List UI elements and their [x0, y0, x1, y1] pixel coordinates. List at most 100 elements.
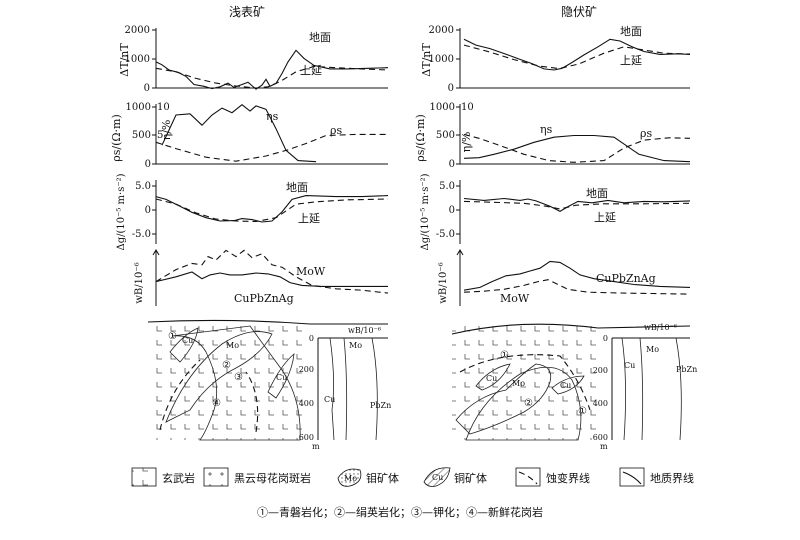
mag-right-upward-line — [463, 44, 691, 70]
grav-tick: 5.0 — [439, 181, 455, 192]
section-units: wB/10⁻⁶ — [348, 326, 381, 335]
depth-tick: 200 — [299, 365, 314, 374]
depth-tick: 0 — [603, 334, 608, 343]
section-left: Mo Cu Cu ① ② ③ ④ wB/10⁻⁶ 0 200 400 600 m… — [147, 319, 391, 451]
legend-mo-swatch — [337, 468, 362, 487]
depth-tick: 0 — [309, 334, 314, 343]
alteration-boundary — [159, 359, 201, 431]
profile-label: Cu — [324, 395, 335, 404]
legend-cu-label: 铜矿体 — [454, 471, 487, 485]
basalt-fill — [148, 322, 306, 440]
grav-ylabel: Δg/(10⁻⁵ m·s⁻²) — [116, 173, 127, 250]
elec-right-eta-line — [463, 134, 691, 163]
grav-tick: -5.0 — [436, 229, 455, 240]
section-ore-label: Cu — [560, 381, 571, 390]
elec-tick: 500 — [436, 130, 455, 141]
grav-tick: 5.0 — [135, 181, 151, 192]
depth-tick: 600 — [593, 433, 608, 442]
elec-tick2: 10 — [157, 102, 170, 113]
legend-basalt-swatch — [131, 467, 157, 487]
title-left: 浅表矿 — [229, 5, 265, 19]
legend-mo-sample: Mo — [344, 474, 357, 483]
elec-tick: 1000 — [430, 102, 455, 113]
mag-left-ground-label: 地面 — [309, 31, 331, 44]
elec-tick2: 10 — [461, 102, 474, 113]
profile-label: Cu — [624, 361, 635, 370]
elec-left-eta-line — [161, 103, 317, 163]
elec-right-rho-line — [463, 133, 691, 163]
legend-granite-swatch — [203, 467, 229, 487]
mag-ylabel: ΔT/nT — [118, 43, 131, 77]
mag-tick: 0 — [144, 83, 150, 94]
geochem-panel-left: wB/10⁻⁶ MoW CuPbZnAg — [134, 249, 389, 306]
depth-tick: 400 — [299, 399, 314, 408]
elec-left-rho-label: ρs — [330, 124, 342, 137]
section-ore-label: Cu — [276, 373, 287, 382]
depth-unit: m — [312, 442, 320, 451]
depth-tick: 600 — [299, 433, 314, 442]
profile-mo — [343, 337, 348, 441]
mo-ore-body — [455, 363, 552, 435]
mag-right-upward-label: 上延 — [620, 54, 642, 67]
ground-surface — [451, 323, 691, 335]
legend-geology-label: 地质界线 — [650, 471, 694, 485]
elec-ylabel: ρs/(Ω·m) — [414, 114, 427, 161]
alteration-boundary — [245, 371, 259, 433]
legend-geology-box — [619, 467, 645, 487]
elec-tick: 0 — [449, 159, 455, 170]
zone-label: ④ — [212, 398, 221, 409]
zone-label: ② — [222, 360, 231, 371]
elec-tick: 500 — [132, 130, 151, 141]
zone-label: ① — [168, 331, 177, 342]
mag-tick: 1000 — [125, 54, 150, 65]
elec-tick: 0 — [145, 159, 151, 170]
mag-left-upward-line — [155, 65, 389, 89]
grav-left-upward-label: 上延 — [298, 212, 320, 225]
profile-label: PbZn — [676, 365, 697, 374]
elec-ylabel2: η/% — [160, 120, 173, 141]
mag-left-ground-line — [155, 49, 389, 90]
cu-ore-body — [475, 363, 511, 391]
legend-cu-sample: Cu — [432, 473, 443, 482]
legend-mo-label: 钼矿体 — [366, 471, 399, 485]
section-ore-label: Cu — [182, 336, 193, 345]
legend: 玄武岩 黑云母花岗斑岩 Mo 钼矿体 Cu 铜矿体 蚀变界线 地质界线 ①—青磐… — [131, 467, 694, 519]
geochem-left-cupbznag-label: CuPbZnAg — [234, 292, 294, 305]
section-right: Mo Cu Cu ① ② ① wB/10⁻⁶ 0 200 400 600 m C… — [451, 323, 697, 451]
depth-unit: m — [600, 442, 608, 451]
grav-ylabel: Δg/(10⁻⁵ m·s⁻²) — [420, 173, 431, 250]
grav-right-upward-line — [463, 200, 691, 210]
mag-ylabel: ΔT/nT — [420, 43, 433, 77]
elec-tick: 1000 — [126, 102, 151, 113]
legend-note: ①—青磐岩化；②—绢英岩化；③—钾化；④—新鲜花岗岩 — [257, 505, 543, 519]
mag-tick: 1000 — [429, 54, 454, 65]
granite-body — [171, 325, 301, 441]
grav-right-ground-label: 地面 — [586, 187, 608, 200]
grav-tick: 0 — [145, 205, 151, 216]
profile-pbzn — [371, 337, 378, 441]
geochem-left-mow-label: MoW — [296, 265, 326, 278]
magnetic-panel-right: 2000 1000 0 ΔT/nT 地面 上延 — [420, 25, 691, 94]
elec-tick2: 5 — [157, 130, 163, 141]
legend-basalt-label: 玄武岩 — [162, 471, 195, 485]
elec-right-rho-label: ρs — [640, 127, 652, 140]
granite-body — [465, 366, 582, 441]
legend-alteration-label: 蚀变界线 — [546, 471, 590, 485]
elec-left-rho-line — [155, 133, 388, 162]
electric-panel-left: 1000 500 0 10 5 ρs/(Ω·m) η/% ηs ρs — [110, 102, 388, 170]
grav-tick: 0 — [449, 205, 455, 216]
profile-cu — [621, 337, 626, 441]
mag-left-upward-label: 上延 — [300, 64, 322, 77]
geochem-panel-right: wB/10⁻⁶ MoW CuPbZnAg — [438, 249, 691, 306]
section-ore-label: Mo — [512, 379, 525, 388]
zone-label: ① — [578, 406, 587, 417]
mo-ore-body — [165, 331, 273, 423]
grav-left-upward-line — [155, 198, 389, 223]
geochem-right-mow-line — [463, 279, 691, 295]
grav-left-ground-label: 地面 — [286, 181, 308, 194]
geochem-right-mow-label: MoW — [500, 292, 530, 305]
cu-ore-body — [267, 353, 295, 399]
grav-left-ground-line — [155, 195, 389, 223]
elec-right-eta-label: ηs — [540, 123, 553, 136]
